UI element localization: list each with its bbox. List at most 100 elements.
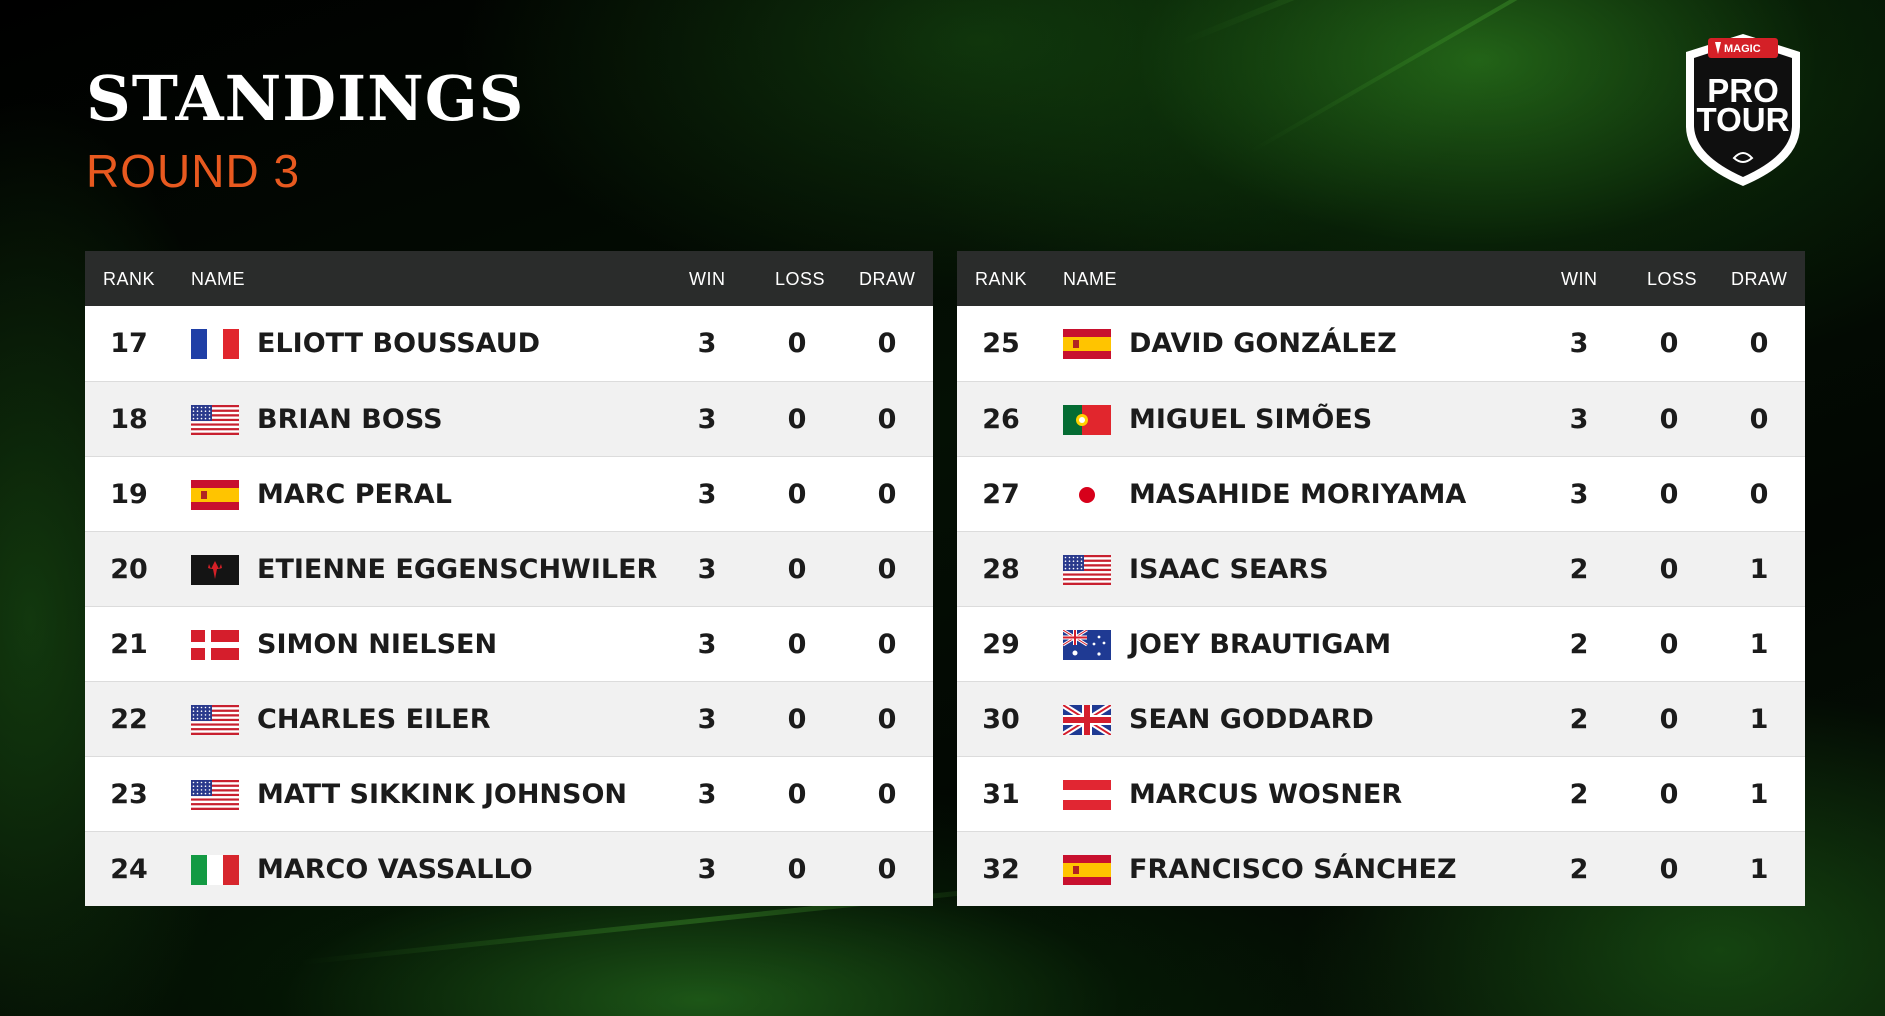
loss-cell: 0 (1659, 479, 1679, 510)
column-header-rank: RANK (103, 269, 156, 289)
win-cell: 3 (1569, 328, 1589, 359)
player-name: BRIAN BOSS (257, 404, 443, 435)
table-row: 20 ETIENNE EGGENSCHWILER 3 0 0 (85, 531, 933, 606)
shield-icon (1686, 34, 1800, 186)
round-subtitle: ROUND 3 (86, 145, 301, 197)
table-row: 27 MASAHIDE MORIYAMA 3 0 0 (957, 456, 1805, 531)
draw-cell: 0 (877, 554, 897, 585)
table-row: 30 SEAN GODDARD 2 0 1 (957, 681, 1805, 756)
page-title: STANDINGS (86, 62, 525, 135)
loss-cell: 0 (1659, 854, 1679, 885)
table-row: 25 DAVID GONZÁLEZ 3 0 0 (957, 306, 1805, 381)
win-cell: 2 (1569, 779, 1589, 810)
logo-brand-text: MAGIC (1724, 43, 1761, 55)
rank-cell: 32 (982, 854, 1020, 885)
draw-cell: 1 (1749, 629, 1769, 660)
loss-cell: 0 (787, 629, 807, 660)
table-row: 31 MARCUS WOSNER 2 0 1 (957, 756, 1805, 831)
loss-cell: 0 (1659, 779, 1679, 810)
player-name: MIGUEL SIMÕES (1129, 404, 1373, 435)
player-name: ELIOTT BOUSSAUD (257, 328, 541, 359)
table-row: 22 CHARLES EILER 3 0 0 (85, 681, 933, 756)
column-header-win: WIN (1561, 269, 1598, 289)
draw-cell: 0 (1749, 404, 1769, 435)
standings-table-right: RANK NAME WIN LOSS DRAW 25 DAVID GONZÁLEZ… (957, 251, 1805, 906)
table-row: 17 ELIOTT BOUSSAUD 3 0 0 (85, 306, 933, 381)
loss-cell: 0 (787, 779, 807, 810)
rank-cell: 24 (110, 854, 148, 885)
rank-cell: 17 (110, 328, 148, 359)
player-name: MARC PERAL (257, 479, 452, 510)
win-cell: 3 (697, 479, 717, 510)
rank-cell: 29 (982, 629, 1020, 660)
rank-cell: 25 (982, 328, 1020, 359)
win-cell: 2 (1569, 629, 1589, 660)
column-header-loss: LOSS (1647, 269, 1698, 289)
column-header-loss: LOSS (775, 269, 826, 289)
player-name: MARCUS WOSNER (1129, 779, 1403, 810)
spain-flag-icon (191, 480, 239, 510)
win-cell: 2 (1569, 554, 1589, 585)
loss-cell: 0 (1659, 328, 1679, 359)
table-row: 23 MATT SIKKINK JOHNSON 3 0 0 (85, 756, 933, 831)
draw-cell: 1 (1749, 854, 1769, 885)
win-cell: 3 (697, 629, 717, 660)
draw-cell: 0 (877, 328, 897, 359)
loss-cell: 0 (787, 404, 807, 435)
draw-cell: 1 (1749, 779, 1769, 810)
table-row: 32 FRANCISCO SÁNCHEZ 2 0 1 (957, 831, 1805, 906)
japan-flag-icon (1063, 480, 1111, 510)
denmark-flag-icon (191, 630, 239, 660)
loss-cell: 0 (1659, 704, 1679, 735)
rank-cell: 21 (110, 629, 148, 660)
draw-cell: 0 (877, 629, 897, 660)
magic-symbol-flag-icon (191, 555, 239, 585)
draw-cell: 0 (877, 479, 897, 510)
win-cell: 3 (697, 404, 717, 435)
usa-flag-icon (191, 780, 239, 810)
loss-cell: 0 (787, 328, 807, 359)
player-name: JOEY BRAUTIGAM (1129, 629, 1392, 660)
rank-cell: 20 (110, 554, 148, 585)
draw-cell: 0 (877, 404, 897, 435)
loss-cell: 0 (1659, 404, 1679, 435)
draw-cell: 1 (1749, 704, 1769, 735)
usa-flag-icon (1063, 555, 1111, 585)
rank-cell: 30 (982, 704, 1020, 735)
rank-cell: 19 (110, 479, 148, 510)
logo-line1: PRO (1707, 72, 1779, 109)
table-row: 29 JOEY BRAUTIGAM 2 0 1 (957, 606, 1805, 681)
win-cell: 3 (697, 704, 717, 735)
player-name: DAVID GONZÁLEZ (1129, 328, 1397, 359)
player-name: CHARLES EILER (257, 704, 491, 735)
rank-cell: 26 (982, 404, 1020, 435)
rank-cell: 27 (982, 479, 1020, 510)
usa-flag-icon (191, 405, 239, 435)
usa-flag-icon (191, 705, 239, 735)
table-header: RANK NAME WIN LOSS DRAW (957, 251, 1805, 306)
draw-cell: 0 (877, 779, 897, 810)
spain-flag-icon (1063, 329, 1111, 359)
win-cell: 3 (1569, 479, 1589, 510)
win-cell: 2 (1569, 854, 1589, 885)
rank-cell: 28 (982, 554, 1020, 585)
player-name: MATT SIKKINK JOHNSON (257, 779, 628, 810)
rank-cell: 31 (982, 779, 1020, 810)
player-name: MARCO VASSALLO (257, 854, 533, 885)
player-name: SEAN GODDARD (1129, 704, 1374, 735)
win-cell: 3 (697, 779, 717, 810)
loss-cell: 0 (787, 479, 807, 510)
portugal-flag-icon (1063, 405, 1111, 435)
spain-flag-icon (1063, 855, 1111, 885)
standings-table-left: RANK NAME WIN LOSS DRAW 17 ELIOTT BOUSSAU… (85, 251, 933, 906)
draw-cell: 0 (877, 854, 897, 885)
table-header: RANK NAME WIN LOSS DRAW (85, 251, 933, 306)
uk-flag-icon (1063, 705, 1111, 735)
loss-cell: 0 (1659, 629, 1679, 660)
column-header-draw: DRAW (859, 269, 916, 289)
austria-flag-icon (1063, 780, 1111, 810)
draw-cell: 0 (877, 704, 897, 735)
draw-cell: 1 (1749, 554, 1769, 585)
draw-cell: 0 (1749, 479, 1769, 510)
player-name: MASAHIDE MORIYAMA (1129, 479, 1467, 510)
